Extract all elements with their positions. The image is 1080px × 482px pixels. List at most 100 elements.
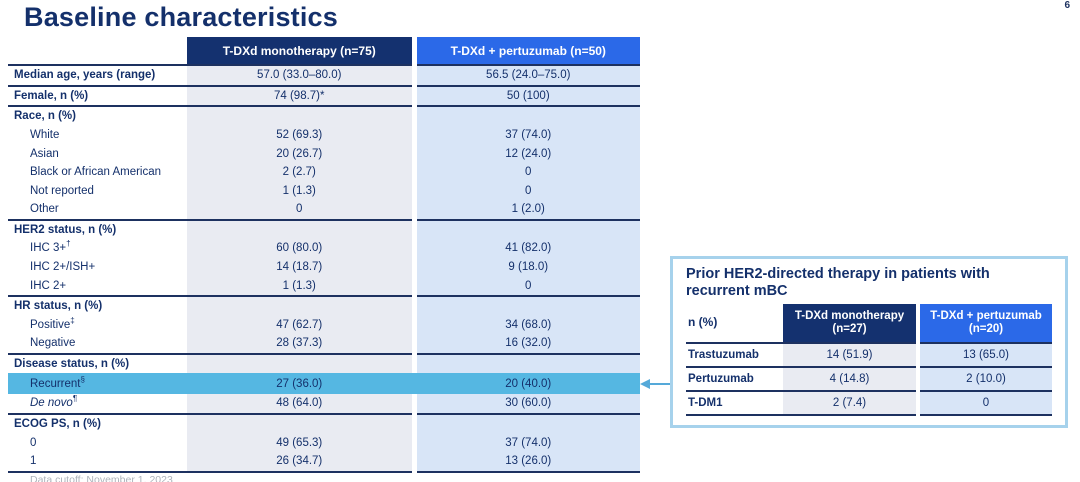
row-label: IHC 2+/ISH+ bbox=[30, 260, 96, 273]
slide-title: Baseline characteristics bbox=[24, 2, 338, 32]
row-label: Negative bbox=[30, 337, 76, 350]
table-row: Median age, years (range) 57.0 (33.0–80.0… bbox=[8, 64, 640, 86]
connector-arrow-line bbox=[649, 382, 672, 385]
callout-row-label: Pertuzumab bbox=[686, 366, 783, 391]
row-label: Median age, years (range) bbox=[14, 69, 156, 82]
row-label-cell: HR status, n (%) bbox=[8, 294, 187, 316]
value-cell-monotherapy: 14 (18.7) bbox=[187, 257, 414, 277]
value-cell-monotherapy: 1 (1.3) bbox=[187, 181, 414, 201]
column-header-monotherapy: T-DXd monotherapy (n=75) bbox=[187, 37, 414, 65]
footnote-marker: § bbox=[80, 374, 85, 384]
value-cell-pertuzumab: 0 bbox=[411, 162, 640, 182]
row-label: Not reported bbox=[30, 184, 94, 197]
table-row: Negative 28 (37.3) 16 (32.0) bbox=[8, 334, 640, 354]
value-cell-pertuzumab: 50 (100) bbox=[411, 84, 640, 107]
value-cell-monotherapy: 52 (69.3) bbox=[187, 125, 414, 145]
arrow-left-icon bbox=[640, 378, 650, 389]
row-label-cell: Negative bbox=[8, 334, 187, 354]
table-row: Asian 20 (26.7) 12 (24.0) bbox=[8, 144, 640, 163]
value-cell-monotherapy: 20 (26.7) bbox=[187, 144, 414, 163]
row-label: HR status, n (%) bbox=[14, 300, 103, 313]
value-cell-monotherapy: 28 (37.3) bbox=[187, 334, 414, 354]
row-label: Female, n (%) bbox=[14, 89, 89, 102]
value-cell-pertuzumab: 37 (74.0) bbox=[411, 433, 640, 452]
footnote-marker: † bbox=[66, 239, 71, 249]
callout-value-pertuzumab: 2 (10.0) bbox=[916, 366, 1052, 391]
row-label-cell: IHC 2+ bbox=[8, 276, 187, 296]
row-label-cell: Female, n (%) bbox=[8, 84, 187, 107]
value-cell-pertuzumab: 13 (26.0) bbox=[411, 451, 640, 473]
row-label-cell: ECOG PS, n (%) bbox=[8, 412, 187, 434]
row-label: IHC 2+ bbox=[30, 279, 67, 292]
callout-title: Prior HER2-directed therapy in patients … bbox=[686, 266, 990, 299]
footnote: Data cutoff: November 1, 2023 bbox=[30, 474, 173, 482]
row-label: Race, n (%) bbox=[14, 110, 76, 123]
prior-therapy-callout-panel: Prior HER2-directed therapy in patients … bbox=[670, 256, 1068, 428]
row-label: Other bbox=[30, 203, 59, 216]
table-row: Not reported 1 (1.3) 0 bbox=[8, 181, 640, 201]
value-cell-pertuzumab: 41 (82.0) bbox=[411, 239, 640, 258]
callout-value-pertuzumab: 0 bbox=[916, 390, 1052, 416]
row-label: ECOG PS, n (%) bbox=[14, 418, 101, 430]
row-label: 0 bbox=[30, 436, 37, 449]
value-cell-pertuzumab bbox=[411, 412, 640, 434]
table-row: Disease status, n (%) bbox=[8, 352, 640, 374]
row-label: Asian bbox=[30, 147, 59, 160]
value-cell-pertuzumab bbox=[411, 352, 640, 374]
value-cell-monotherapy bbox=[187, 105, 414, 126]
value-cell-monotherapy: 1 (1.3) bbox=[187, 276, 414, 296]
value-cell-monotherapy: 26 (34.7) bbox=[187, 451, 414, 473]
value-cell-monotherapy: 27 (36.0) bbox=[187, 373, 414, 395]
row-label: IHC 3+ bbox=[30, 242, 67, 255]
value-cell-pertuzumab: 12 (24.0) bbox=[411, 144, 640, 163]
callout-value-monotherapy: 2 (7.4) bbox=[783, 390, 918, 416]
value-cell-pertuzumab: 56.5 (24.0–75.0) bbox=[411, 64, 640, 86]
table-row: HER2 status, n (%) bbox=[8, 218, 640, 240]
value-cell-pertuzumab bbox=[411, 105, 640, 126]
value-cell-pertuzumab: 16 (32.0) bbox=[411, 334, 640, 354]
callout-header-npct: n (%) bbox=[686, 304, 783, 343]
row-label-cell: De novo¶ bbox=[8, 394, 187, 414]
value-cell-pertuzumab: 1 (2.0) bbox=[411, 200, 640, 220]
value-cell-pertuzumab: 37 (74.0) bbox=[411, 125, 640, 145]
value-cell-pertuzumab: 0 bbox=[411, 276, 640, 296]
table-row: HR status, n (%) bbox=[8, 294, 640, 316]
value-cell-monotherapy bbox=[187, 352, 414, 374]
table-row: De novo¶ 48 (64.0) 30 (60.0) bbox=[8, 394, 640, 414]
row-label-cell: HER2 status, n (%) bbox=[8, 218, 187, 240]
value-cell-pertuzumab: 34 (68.0) bbox=[411, 315, 640, 335]
row-label-cell: 0 bbox=[8, 433, 187, 452]
callout-row: T-DM1 2 (7.4) 0 bbox=[686, 390, 1052, 416]
table-header-row: T-DXd monotherapy (n=75) T-DXd + pertuzu… bbox=[8, 37, 640, 65]
table-row: 0 49 (65.3) 37 (74.0) bbox=[8, 433, 640, 452]
header-spacer-cell bbox=[8, 37, 187, 65]
table-row: 1 26 (34.7) 13 (26.0) bbox=[8, 451, 640, 473]
table-row: Positive‡ 47 (62.7) 34 (68.0) bbox=[8, 315, 640, 335]
value-cell-monotherapy: 48 (64.0) bbox=[187, 394, 414, 414]
value-cell-monotherapy: 47 (62.7) bbox=[187, 315, 414, 335]
row-label-cell: Recurrent§ bbox=[8, 373, 187, 395]
row-label-cell: Disease status, n (%) bbox=[8, 352, 187, 374]
value-cell-monotherapy: 0 bbox=[187, 200, 414, 220]
row-label: 1 bbox=[30, 455, 37, 468]
callout-value-monotherapy: 14 (51.9) bbox=[783, 342, 918, 367]
footnote-marker: ¶ bbox=[72, 394, 78, 404]
value-cell-pertuzumab bbox=[411, 218, 640, 240]
callout-header-monotherapy: T-DXd monotherapy (n=27) bbox=[783, 304, 918, 343]
page-number: 6 bbox=[1064, 0, 1070, 11]
callout-value-monotherapy: 4 (14.8) bbox=[783, 366, 918, 391]
row-label: Black or African American bbox=[30, 166, 162, 179]
table-row: Race, n (%) bbox=[8, 105, 640, 126]
value-cell-monotherapy: 49 (65.3) bbox=[187, 433, 414, 452]
value-cell-monotherapy: 2 (2.7) bbox=[187, 162, 414, 182]
value-cell-pertuzumab: 0 bbox=[411, 181, 640, 201]
value-cell-monotherapy bbox=[187, 412, 414, 434]
table-row: IHC 2+/ISH+ 14 (18.7) 9 (18.0) bbox=[8, 257, 640, 277]
value-cell-monotherapy: 60 (80.0) bbox=[187, 239, 414, 258]
callout-row-label: T-DM1 bbox=[686, 390, 783, 416]
row-label-cell: Race, n (%) bbox=[8, 105, 187, 126]
table-row: Other 0 1 (2.0) bbox=[8, 200, 640, 220]
value-cell-monotherapy: 57.0 (33.0–80.0) bbox=[187, 64, 414, 86]
value-cell-monotherapy bbox=[187, 294, 414, 316]
